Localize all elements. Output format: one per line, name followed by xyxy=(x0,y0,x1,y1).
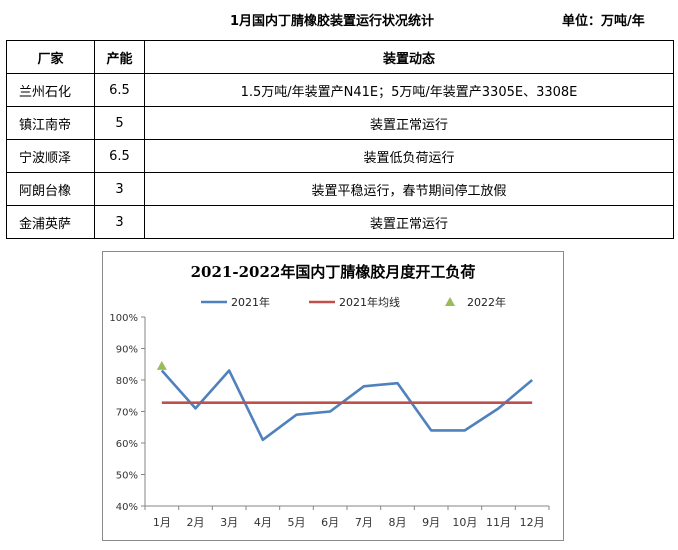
column-header-status: 装置动态 xyxy=(144,40,674,74)
series-line-0 xyxy=(160,369,534,442)
capacity-cell: 3 xyxy=(94,205,145,239)
table-row: 兰州石化 6.5 1.5万吨/年装置产N41E；5万吨/年装置产3305E、33… xyxy=(6,73,674,107)
column-header-company: 厂家 xyxy=(6,40,95,74)
chart-axes: 40% 50% 60% 70% 80% 90% 100% 1月 2月 3月 4月 5月 6月 7月 8月 9月… xyxy=(109,313,550,529)
x-tick-label: 2月 xyxy=(187,516,205,529)
company-cell: 镇江南帝 xyxy=(6,106,95,140)
legend-swatch xyxy=(445,297,455,306)
x-tick-label: 11月 xyxy=(486,516,511,529)
unit-label: 单位：万吨/年 xyxy=(562,14,645,29)
plant-status-table: 厂家 产能 装置动态 兰州石化 6.5 1.5万吨/年装置产N41E；5万吨/年… xyxy=(6,40,674,239)
legend-label: 2021年均线 xyxy=(339,295,400,309)
y-tick-label: 80% xyxy=(116,376,138,387)
x-tick-label: 3月 xyxy=(220,516,238,529)
chart-container: 2021-2022年国内丁腈橡胶月度开工负荷 2021年 2021年均线 2022年… xyxy=(102,251,564,541)
x-tick-label: 10月 xyxy=(452,516,477,529)
x-tick-label: 5月 xyxy=(288,516,306,529)
status-cell: 1.5万吨/年装置产N41E；5万吨/年装置产3305E、3308E xyxy=(144,73,674,107)
line-chart: 2021-2022年国内丁腈橡胶月度开工负荷 2021年 2021年均线 2022年… xyxy=(109,263,550,529)
x-tick-label: 7月 xyxy=(355,516,373,529)
table-row: 阿朗台橡 3 装置平稳运行，春节期间停工放假 xyxy=(6,172,674,206)
x-tick-label: 12月 xyxy=(520,516,545,529)
capacity-cell: 5 xyxy=(94,106,145,140)
status-cell: 装置平稳运行，春节期间停工放假 xyxy=(144,172,674,206)
x-tick-label: 1月 xyxy=(153,516,171,529)
y-tick-label: 90% xyxy=(116,345,138,356)
x-tick-label: 8月 xyxy=(389,516,407,529)
y-tick-label: 70% xyxy=(116,408,138,419)
x-tick-label: 4月 xyxy=(254,516,272,529)
status-cell: 装置正常运行 xyxy=(144,205,674,239)
company-cell: 宁波顺泽 xyxy=(6,139,95,173)
status-cell: 装置正常运行 xyxy=(144,106,674,140)
capacity-cell: 6.5 xyxy=(94,73,145,107)
table-header-row: 厂家 产能 装置动态 xyxy=(6,40,674,74)
table-row: 宁波顺泽 6.5 装置低负荷运行 xyxy=(6,139,674,173)
legend-label: 2022年 xyxy=(467,295,506,309)
status-cell: 装置低负荷运行 xyxy=(144,139,674,173)
page-title: 1月国内丁腈橡胶装置运行状况统计 xyxy=(230,14,435,29)
table-row: 金浦英萨 3 装置正常运行 xyxy=(6,205,674,239)
legend-label: 2021年 xyxy=(231,295,270,309)
table-row: 镇江南帝 5 装置正常运行 xyxy=(6,106,674,140)
series-marker-point xyxy=(156,360,167,370)
y-tick-label: 60% xyxy=(116,439,138,450)
x-tick-label: 9月 xyxy=(422,516,440,529)
capacity-cell: 3 xyxy=(94,172,145,206)
company-cell: 金浦英萨 xyxy=(6,205,95,239)
company-cell: 阿朗台橡 xyxy=(6,172,95,206)
chart-title: 2021-2022年国内丁腈橡胶月度开工负荷 xyxy=(191,263,476,281)
capacity-cell: 6.5 xyxy=(94,139,145,173)
company-cell: 兰州石化 xyxy=(6,73,95,107)
y-tick-label: 50% xyxy=(116,471,138,482)
chart-legend: 2021年 2021年均线 2022年 xyxy=(201,295,506,309)
x-tick-label: 6月 xyxy=(321,516,339,529)
y-tick-label: 100% xyxy=(109,313,138,324)
y-tick-label: 40% xyxy=(116,502,138,513)
column-header-capacity: 产能 xyxy=(94,40,145,74)
chart-marks xyxy=(156,360,534,442)
